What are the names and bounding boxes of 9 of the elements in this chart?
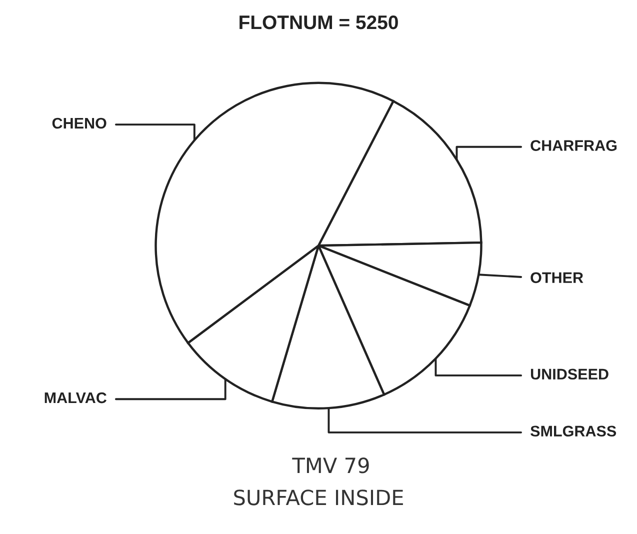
slice-label: MALVAC bbox=[44, 392, 107, 404]
slice-label: CHENO bbox=[52, 118, 106, 129]
chart-title: FLOTNUM = 5250 bbox=[240, 15, 398, 30]
text: TMV 79 bbox=[292, 458, 369, 474]
slice-label: SMLGRASS bbox=[530, 426, 616, 437]
slice-label: OTHER bbox=[530, 272, 584, 284]
slice-label: CHARFRAG bbox=[530, 140, 617, 151]
text: SURFACE INSIDE bbox=[234, 490, 403, 506]
slice-label: UNIDSEED bbox=[530, 368, 608, 380]
